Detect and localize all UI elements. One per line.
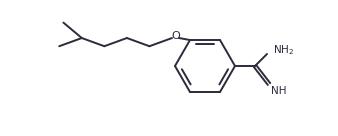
Text: NH: NH xyxy=(271,86,287,96)
Text: NH$_2$: NH$_2$ xyxy=(273,43,294,57)
Text: O: O xyxy=(172,31,180,41)
